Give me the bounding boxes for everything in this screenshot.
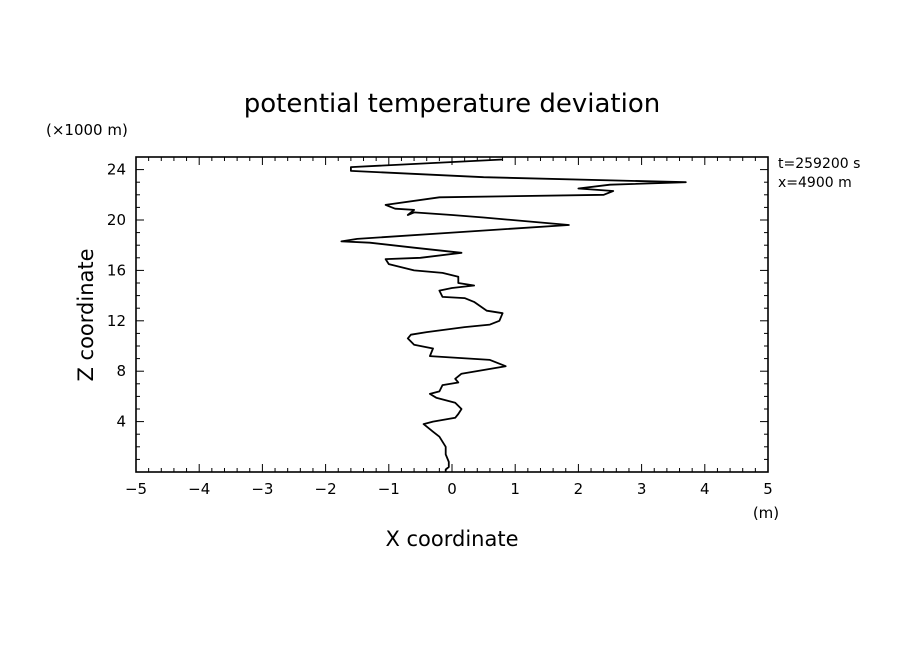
plot-frame xyxy=(135,156,769,473)
series-line xyxy=(340,158,687,472)
y-unit-label: (×1000 m) xyxy=(46,121,128,139)
x-tick-label: 1 xyxy=(510,480,520,498)
x-tick-label: 0 xyxy=(447,480,457,498)
x-axis-label: X coordinate xyxy=(385,527,518,551)
x-tick-label: 3 xyxy=(637,480,647,498)
x-tick-label: −3 xyxy=(251,480,273,498)
x-tick-label: −5 xyxy=(125,480,147,498)
y-axis-label: Z coordinate xyxy=(74,248,98,381)
y-tick-label: 24 xyxy=(107,161,126,179)
series-group xyxy=(340,158,687,472)
y-tick-label: 16 xyxy=(107,261,126,279)
x-tick-label: 5 xyxy=(763,480,773,498)
x-tick-label: −4 xyxy=(188,480,210,498)
x-tick-label: −2 xyxy=(315,480,337,498)
x-tick-label: 4 xyxy=(700,480,710,498)
chart-title: potential temperature deviation xyxy=(244,89,660,119)
y-tick-label: 8 xyxy=(116,362,126,380)
y-tick-label: 12 xyxy=(107,312,126,330)
x-tick-label: −1 xyxy=(378,480,400,498)
time-annotation: t=259200 s xyxy=(778,156,860,172)
x-tick-label: 2 xyxy=(574,480,584,498)
position-annotation: x=4900 m xyxy=(778,175,852,191)
y-tick-label: 4 xyxy=(116,413,126,431)
y-tick-label: 20 xyxy=(107,211,126,229)
x-unit-label: (m) xyxy=(753,504,779,522)
